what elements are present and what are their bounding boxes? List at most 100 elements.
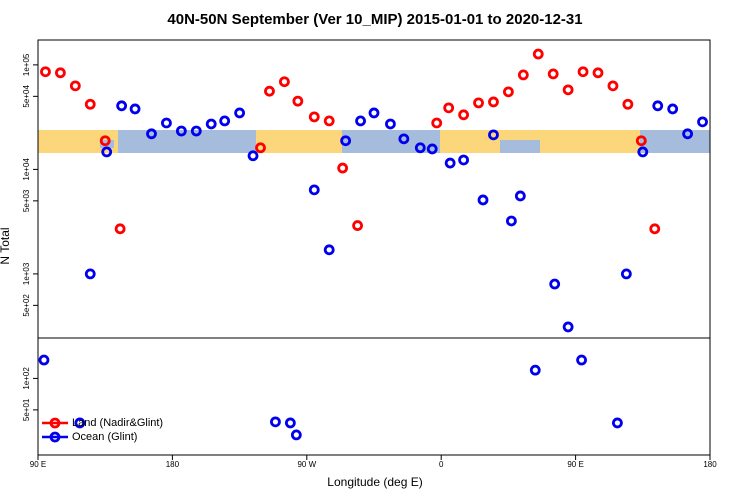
point [99,135,111,147]
point [190,125,202,137]
point [577,66,589,78]
point [473,97,484,109]
y-tick-label: 5e+04 [22,85,31,108]
point [146,128,157,140]
point [458,154,470,166]
point [431,117,443,129]
point [352,220,363,231]
point [576,354,587,366]
point [697,116,708,128]
point [398,133,410,145]
ocean [118,130,256,153]
point [488,129,499,141]
point [234,107,246,119]
point [620,268,632,280]
point [355,115,366,127]
y-tick-label: 1e+02 [22,367,31,390]
point [549,278,561,290]
point [270,416,281,428]
y-tick-label: 5e+02 [22,294,31,317]
point [337,162,349,174]
x-tick-label: 0 [439,460,444,469]
point [529,364,541,376]
point [458,109,470,121]
plot-frame [37,39,711,456]
point [116,100,128,112]
point [368,107,380,119]
x-tick-label: 180 [703,460,717,469]
legend-marker [49,431,61,443]
point [443,102,455,114]
point [517,69,529,81]
point [414,142,426,154]
point [426,143,438,155]
point [264,85,275,97]
point [292,95,304,107]
point [175,125,187,137]
ocean [500,140,540,153]
point [219,115,231,127]
point [562,84,574,96]
point [84,268,96,280]
point [607,80,619,92]
y-tick-label: 1e+04 [22,158,31,181]
point [667,103,679,115]
map-band [38,130,710,153]
y-tick-label: 1e+05 [22,53,31,76]
point [69,80,81,92]
x-tick-label: 90 W [297,460,316,469]
chart-title: 40N-50N September (Ver 10_MIP) 2015-01-0… [167,11,582,28]
y-tick-label: 1e+03 [22,262,31,285]
point [682,128,693,140]
point [74,417,86,429]
x-tick-label: 90 E [567,460,583,469]
x-tick-label: 180 [166,460,180,469]
point [637,146,649,158]
point [255,142,266,154]
point [547,68,559,80]
point [652,100,664,112]
point [612,417,623,429]
legend-marker [49,417,61,429]
legend-label: Land (Nadir&Glint) [72,417,163,429]
y-tick-label: 5e+03 [22,189,31,212]
point [635,135,647,147]
point [340,135,352,147]
point [40,66,51,78]
point [562,321,574,333]
point [505,215,517,227]
point [161,117,172,129]
y-tick-label: 5e+01 [22,398,31,421]
point [532,48,544,60]
point [308,184,320,196]
point [101,146,113,158]
ocean [640,130,710,153]
point [444,157,456,169]
point [114,223,126,235]
point [649,223,661,235]
point [247,150,259,162]
y-axis-label: N Total [0,227,12,264]
point [622,98,634,110]
legend-label: Ocean (Glint) [72,431,137,443]
point [308,111,320,123]
point [323,244,335,256]
point [514,190,526,202]
point [385,118,396,130]
point [290,429,302,441]
point [55,67,66,79]
x-axis-label: Longitude (deg E) [327,475,422,489]
point [323,115,335,127]
point [84,98,96,110]
point [477,194,489,206]
point [502,86,514,98]
point [205,118,217,130]
point [284,417,296,429]
point [129,103,141,115]
point [488,96,499,108]
point [278,76,290,88]
x-tick-label: 90 E [30,460,46,469]
point [592,67,604,79]
point [38,354,50,366]
